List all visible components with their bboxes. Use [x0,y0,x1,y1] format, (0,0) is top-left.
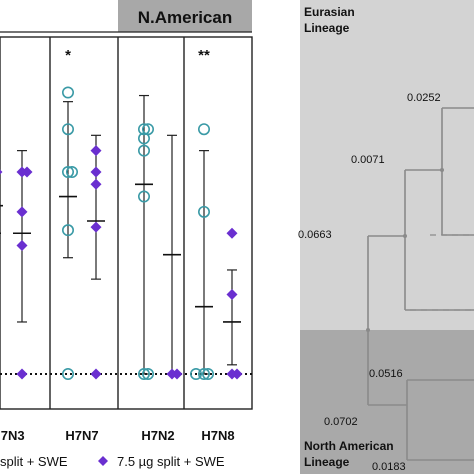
circle-point [142,367,155,380]
diamond-point [16,368,28,380]
hi-titer-chart-panel: N.American ***** H7N3H7N7H7N2H7N8 split … [0,0,253,469]
plot-frame [0,36,253,410]
north-american-label-line1: North American [304,439,394,453]
diamond-point [16,239,28,251]
legend: split + SWE 7.5 µg split + SWE [0,454,225,469]
diamond-point [226,227,238,239]
legend-item-2-text: 7.5 µg split + SWE [117,454,225,469]
circle-point [61,123,74,136]
diamond-point [21,166,33,178]
x-tick-label: H7N7 [65,428,98,443]
eurasian-label-line1: Eurasian [304,5,355,19]
panel-header-label: N.American [138,8,232,27]
circle-point [198,123,211,136]
diamond-point [0,169,3,175]
diamond-point [90,145,102,157]
diamond-point [90,166,102,178]
branch-length-label: 0.0516 [369,368,403,380]
x-tick-label: H7N8 [201,428,234,443]
panel-header-bg [118,0,252,32]
diamond-point [171,368,183,380]
north-american-clade-bg [300,330,474,474]
branch-length-labels: 0.0252 0.0071 0.0663 0.0516 0.0702 0.0183 [298,92,441,473]
branch-length-label: 0.0071 [351,154,385,166]
diamond-point [90,368,102,380]
circle-point [202,367,215,380]
group-h7n2 [135,94,183,380]
north-american-label-line2: Lineage [304,455,350,469]
group-h7n7: * [59,47,105,380]
x-tick-label: H7N3 [0,428,25,443]
branch-length-label: 0.0183 [372,461,406,473]
eurasian-clade-bg [300,0,474,330]
circle-point [138,367,151,380]
phylogenetic-tree-panel: Eurasian Lineage North American Lineage … [270,0,474,474]
circle-point [198,205,211,218]
circle-point [61,367,74,380]
diamond-point [90,221,102,233]
phylogenetic-tree: Eurasian Lineage North American Lineage … [298,0,474,474]
circle-point [61,224,74,237]
circle-point [138,144,151,157]
branch-length-label: 0.0252 [407,92,441,104]
legend-diamond-marker [98,456,108,466]
branch-length-label: 0.0702 [324,416,358,428]
branch-length-label: 0.0663 [298,229,332,241]
diamond-point [16,206,28,218]
circle-point [138,132,151,145]
group-partial: * [0,169,3,235]
group-h7n8: ** [190,47,243,380]
circle-point [190,367,203,380]
hi-titer-chart: N.American ***** H7N3H7N7H7N2H7N8 split … [0,0,253,469]
tree-node [403,234,407,238]
circle-point [138,190,151,203]
diamond-point [226,288,238,300]
circle-point [61,86,74,99]
group-h7n3: * [0,150,33,380]
circle-point [138,123,151,136]
diamond-point [90,178,102,190]
significance-label: * [65,47,71,64]
tree-branches [366,107,474,461]
x-tick-label: H7N2 [141,428,174,443]
diamond-point [231,368,243,380]
tree-node [440,168,444,172]
circle-point [61,166,74,179]
significance-label: ** [198,47,210,64]
legend-item-1-text: split + SWE [0,454,68,469]
tree-node [366,328,370,332]
circle-point [198,367,211,380]
eurasian-label-line2: Lineage [304,21,350,35]
circle-point [66,166,79,179]
